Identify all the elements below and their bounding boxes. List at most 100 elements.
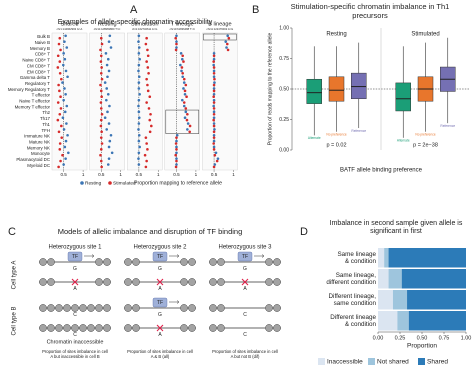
row-label: Th2: [42, 110, 50, 115]
row-label: Memory NK: [27, 145, 50, 150]
chart-title: Examples of allele-specific chromatin ac…: [57, 19, 213, 26]
dot: [61, 81, 64, 84]
dot: [180, 66, 184, 69]
dot: [212, 139, 216, 143]
dot: [60, 124, 63, 128]
dot: [100, 165, 103, 169]
dot: [212, 142, 215, 145]
row-label: EM CD8+ T: [27, 69, 50, 74]
category-label: Same lineage & condition: [337, 251, 376, 266]
nucleosome: [79, 324, 87, 332]
dot: [212, 101, 216, 104]
series-label: No preference: [326, 133, 346, 137]
series-label: Alternate: [397, 139, 410, 143]
bar-segment: [401, 269, 466, 289]
nucleosome: [180, 324, 188, 332]
dot: [65, 46, 69, 49]
chart-title: Stimulation-specific chromatin imbalance…: [290, 2, 450, 20]
dot: [137, 139, 141, 143]
site-caption: Proportion of sites imbalance in cell A …: [212, 349, 278, 359]
category-label: Same lineage, different condition: [326, 272, 376, 287]
facet-title: B lineage: [208, 21, 231, 27]
dot: [227, 36, 231, 40]
legend-label: Resting: [85, 180, 102, 186]
dot: [64, 139, 68, 143]
dot: [100, 142, 104, 145]
dot: [212, 83, 216, 87]
dot: [63, 110, 67, 114]
nucleosome: [47, 304, 55, 312]
dot: [100, 66, 103, 69]
dot: [57, 83, 60, 87]
dot: [105, 87, 109, 90]
dot: [99, 118, 103, 122]
dot: [212, 93, 216, 96]
dot: [59, 48, 62, 52]
tf-label: TF: [72, 254, 78, 260]
tf-box: [152, 251, 168, 262]
panel-letter: C: [8, 226, 16, 238]
dot: [62, 98, 65, 102]
dot: [186, 122, 190, 125]
x-tick-label: 0.5: [136, 172, 143, 177]
dot: [212, 116, 216, 119]
legend-swatch: [108, 181, 112, 185]
dot: [63, 87, 66, 90]
dot: [212, 133, 216, 137]
dot: [137, 87, 141, 90]
x-tick-label: 0.75: [439, 335, 450, 341]
chart-title: Imbalance in second sample given allele …: [329, 220, 463, 236]
dot: [213, 163, 217, 166]
dot: [175, 139, 178, 143]
dot: [108, 139, 112, 143]
nucleosome: [124, 278, 132, 286]
nucleosome: [180, 278, 188, 286]
dot: [137, 157, 140, 160]
dot: [212, 60, 215, 63]
tf-label: TF: [157, 254, 163, 260]
nucleosome: [132, 304, 140, 312]
dot: [63, 40, 66, 43]
site-caption: Proportion of sites imbalance in cell A …: [127, 349, 193, 359]
row-label: Plasmacytoid DC: [16, 157, 50, 162]
category-label: Different lineage, same condition: [328, 293, 377, 308]
dot: [148, 118, 152, 122]
dot: [99, 36, 103, 40]
dot: [145, 159, 148, 163]
dot: [146, 148, 149, 151]
y-tick-label: 0.50: [279, 86, 289, 92]
nucleosome: [55, 304, 63, 312]
dot: [147, 107, 151, 110]
facet-subtitle: chr11:122476002 A>G: [207, 27, 234, 31]
dot: [181, 98, 184, 102]
dot: [58, 142, 62, 145]
bar-segment: [378, 311, 398, 331]
facet-subtitle: chr1:144962993 G>A: [57, 27, 83, 31]
nucleosome: [63, 304, 71, 312]
x-tick-label: 0.5: [211, 172, 218, 177]
allele-letter: G: [158, 266, 162, 272]
nucleosome: [103, 324, 111, 332]
panel-letter: A: [130, 4, 138, 16]
nucleosome: [95, 324, 103, 332]
dot: [147, 72, 150, 75]
dot: [181, 57, 184, 61]
dot: [99, 148, 103, 151]
dot: [99, 136, 103, 139]
nucleosome: [124, 324, 132, 332]
dot: [174, 48, 178, 52]
dot: [137, 116, 141, 119]
dot: [182, 60, 185, 63]
dot: [56, 54, 60, 58]
site-title: Heterozygous site 1: [48, 245, 102, 251]
dot: [65, 122, 68, 125]
nucleosome: [39, 258, 47, 266]
nucleosome: [132, 324, 140, 332]
legend-label: Shared: [427, 359, 448, 366]
row-label: Th17: [40, 116, 51, 121]
facet-frame: [89, 32, 125, 171]
dot: [183, 93, 187, 96]
dot: [174, 142, 178, 145]
nucleosome: [188, 278, 196, 286]
